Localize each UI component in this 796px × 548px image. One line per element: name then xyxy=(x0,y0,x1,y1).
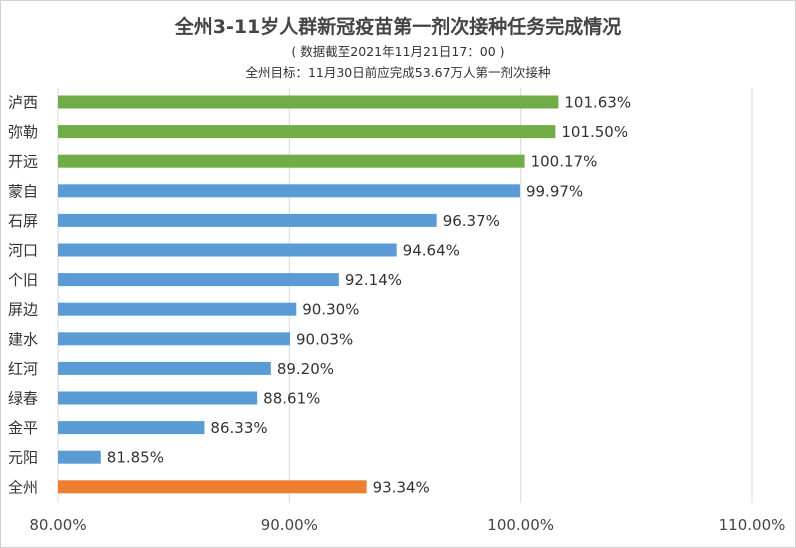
category-label: 屏边 xyxy=(8,301,38,319)
x-tick-label: 110.00% xyxy=(719,516,786,534)
x-tick-label: 100.00% xyxy=(487,516,554,534)
x-tick-label: 80.00% xyxy=(29,516,86,534)
value-label: 93.34% xyxy=(373,478,430,496)
bar xyxy=(58,391,258,405)
value-label: 101.50% xyxy=(561,123,628,141)
chart-title: 全州3-11岁人群新冠疫苗第一剂次接种任务完成情况 xyxy=(174,16,622,38)
value-label: 99.97% xyxy=(526,182,583,200)
bar xyxy=(58,450,101,464)
chart-target-note: 全州目标：11月30日前应完成53.67万人第一剂次接种 xyxy=(245,65,551,80)
category-label: 元阳 xyxy=(8,449,38,467)
chart-subtitle: ( 数据截至2021年11月21日17：00 ) xyxy=(291,44,505,59)
bar xyxy=(58,480,367,494)
value-label: 86.33% xyxy=(210,419,267,437)
value-label: 90.30% xyxy=(302,301,359,319)
bar xyxy=(58,243,397,257)
bar xyxy=(58,302,297,316)
bar xyxy=(58,361,271,375)
category-label: 建水 xyxy=(8,330,38,348)
bar xyxy=(58,184,520,198)
value-label: 88.61% xyxy=(263,390,320,408)
bar xyxy=(58,154,525,168)
category-label: 河口 xyxy=(8,242,38,260)
bar xyxy=(58,213,437,227)
category-label: 金平 xyxy=(8,419,38,437)
category-label: 泸西 xyxy=(8,94,38,112)
value-label: 100.17% xyxy=(531,153,598,171)
bar xyxy=(58,273,339,287)
category-label: 弥勒 xyxy=(8,123,38,141)
category-label: 个旧 xyxy=(8,271,38,289)
category-label: 红河 xyxy=(8,360,38,378)
bar xyxy=(58,125,556,139)
bar xyxy=(58,332,291,346)
value-label: 81.85% xyxy=(107,449,164,467)
value-label: 96.37% xyxy=(443,212,500,230)
value-label: 90.03% xyxy=(296,330,353,348)
value-label: 94.64% xyxy=(403,242,460,260)
category-label: 蒙自 xyxy=(8,182,38,200)
value-label: 92.14% xyxy=(345,271,402,289)
value-label: 101.63% xyxy=(564,94,631,112)
category-label: 开远 xyxy=(8,153,38,171)
bar xyxy=(58,95,559,109)
category-label: 石屏 xyxy=(8,212,38,230)
x-tick-label: 90.00% xyxy=(261,516,318,534)
bar xyxy=(58,421,205,435)
value-label: 89.20% xyxy=(277,360,334,378)
category-label: 全州 xyxy=(8,478,38,496)
category-label: 绿春 xyxy=(8,390,38,408)
